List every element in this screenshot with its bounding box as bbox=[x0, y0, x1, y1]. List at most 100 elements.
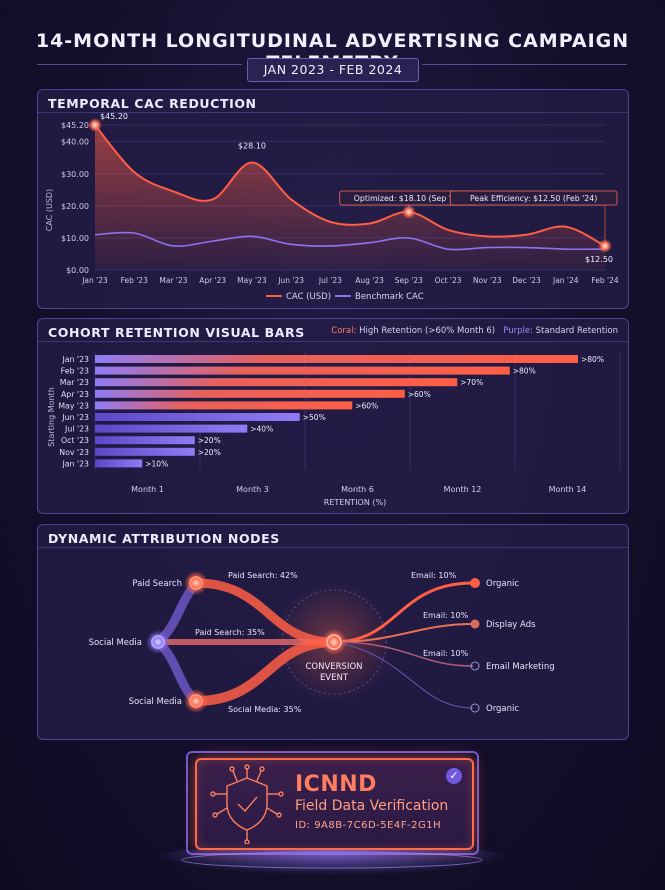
cac-point-label: $12.50 bbox=[585, 255, 613, 264]
node-conversion bbox=[321, 629, 347, 655]
source-label-paid-search: Paid Search bbox=[132, 579, 182, 589]
node-paid-search-ring bbox=[189, 576, 203, 590]
source-label-social-media-low: Social Media bbox=[129, 697, 182, 707]
cohort-row-label: Jan '23 bbox=[61, 459, 89, 468]
cohort-row-label: Mar '23 bbox=[60, 378, 89, 387]
cac-highlight-point bbox=[88, 118, 102, 132]
verification-id: ID: 9A8B-7C6D-5E4F-2G1H bbox=[295, 820, 442, 831]
cac-x-tick: Apr '23 bbox=[199, 276, 226, 285]
flow-label-display: Email: 10% bbox=[423, 611, 469, 620]
title-divider-right bbox=[422, 64, 627, 65]
cac-y-tick: $45.20 bbox=[61, 121, 89, 130]
cac-x-tick: Jan '24 bbox=[552, 276, 579, 285]
cohort-bar-label: >50% bbox=[303, 413, 326, 422]
cac-highlight-point bbox=[401, 204, 416, 219]
node-display-ads bbox=[470, 619, 480, 629]
cohort-row-label: May '23 bbox=[58, 401, 89, 410]
conversion-label-line1: CONVERSION bbox=[305, 662, 362, 672]
cohort-bar-label: >80% bbox=[581, 355, 604, 364]
cohort-legend-note: Coral: High Retention (>60% Month 6) Pur… bbox=[331, 326, 618, 336]
cohort-bar bbox=[95, 366, 510, 375]
flow-out-organic-2 bbox=[333, 641, 474, 709]
cac-x-tick: Dec '23 bbox=[512, 276, 541, 285]
cohort-bar-label: >10% bbox=[145, 459, 168, 468]
cac-chart: $0.00 $10.00 $20.00 $30.00 $40.00 $45.20 Jan '… bbox=[45, 112, 619, 302]
cac-point-label: $45.20 bbox=[100, 112, 128, 121]
flow-social-media-low bbox=[195, 637, 335, 706]
cohort-x-tick: Month 14 bbox=[549, 485, 587, 494]
cohort-x-axis-label: RETENTION (%) bbox=[324, 498, 386, 507]
verification-title: ICNND bbox=[295, 772, 377, 797]
legend-label-cac: CAC (USD) bbox=[286, 292, 331, 302]
cohort-bar-label: >70% bbox=[460, 378, 483, 387]
cac-chart-title: TEMPORAL CAC REDUCTION bbox=[48, 96, 257, 111]
panel-header-divider bbox=[38, 547, 628, 548]
cohort-title: COHORT RETENTION VISUAL BARS bbox=[48, 325, 305, 340]
node-social-media-low-ring bbox=[189, 694, 203, 708]
cohort-bar bbox=[95, 413, 300, 421]
cohort-y-axis-label: Starting Month bbox=[47, 387, 56, 447]
cac-x-tick: May '23 bbox=[237, 276, 267, 285]
cac-area bbox=[95, 125, 605, 270]
glow-platform bbox=[152, 850, 512, 884]
cohort-bar bbox=[95, 378, 458, 387]
conversion-label-line2: EVENT bbox=[320, 673, 349, 683]
flow-out-display bbox=[333, 623, 474, 643]
cohort-bar-label: >60% bbox=[355, 401, 378, 410]
benchmark-line bbox=[94, 231, 606, 251]
legend-coral-key: Coral: bbox=[331, 326, 357, 336]
cohort-bar-label: >40% bbox=[250, 425, 273, 434]
node-email-marketing bbox=[470, 661, 480, 671]
cac-y-tick: $40.00 bbox=[61, 138, 89, 147]
legend-label-benchmark: Benchmark CAC bbox=[355, 292, 424, 302]
cac-y-tick: $0.00 bbox=[66, 266, 89, 275]
node-organic bbox=[470, 578, 480, 588]
flow-out-organic bbox=[333, 581, 474, 644]
panel-header-divider bbox=[38, 341, 628, 342]
flow-label-organic: Email: 10% bbox=[411, 571, 457, 580]
cac-y-tick: $20.00 bbox=[61, 202, 89, 211]
node-paid-search bbox=[184, 571, 208, 595]
cac-legend: CAC (USD) Benchmark CAC bbox=[266, 292, 424, 302]
output-label-display-ads: Display Ads bbox=[486, 620, 536, 630]
cohort-x-tick: Month 1 bbox=[131, 485, 164, 494]
cac-x-tick: Nov '23 bbox=[473, 276, 502, 285]
cac-callout-label: Optimized: $18.10 (Sep '23) bbox=[354, 194, 464, 203]
flow-label-paid-search: Paid Search: 42% bbox=[228, 571, 298, 580]
cohort-bar bbox=[95, 401, 353, 410]
flow-label-social-low: Social Media: 35% bbox=[228, 705, 302, 714]
legend-purple-desc: Standard Retention bbox=[532, 326, 618, 336]
cohort-row-label: Oct '23 bbox=[61, 436, 89, 445]
flow-out-email bbox=[333, 641, 474, 667]
cohort-row-label: Apr '23 bbox=[61, 390, 89, 399]
cac-line bbox=[94, 124, 606, 247]
cohort-row-label: Jan '23 bbox=[61, 355, 89, 364]
cac-chart-panel: TEMPORAL CAC REDUCTION $0.00 $10.00 $20.00… bbox=[37, 89, 629, 309]
cac-callout-label: Peak Efficiency: $12.50 (Feb '24) bbox=[470, 194, 597, 203]
cohort-bar bbox=[95, 447, 195, 456]
node-social-media-mid-ring bbox=[151, 635, 165, 649]
cohort-bar-label: >20% bbox=[198, 448, 221, 457]
cohort-bar-label: >60% bbox=[408, 390, 431, 399]
cac-y-tick: $30.00 bbox=[61, 170, 89, 179]
cohort-row-label: Jun '23 bbox=[61, 413, 89, 422]
cac-x-tick: Mar '23 bbox=[159, 276, 187, 285]
verification-subtitle: Field Data Verification bbox=[295, 798, 449, 814]
cohort-row-label: Feb '23 bbox=[61, 367, 89, 376]
output-label-organic-2: Organic bbox=[486, 704, 519, 714]
source-label-social-media-mid: Social Media bbox=[89, 638, 142, 648]
cac-callout-box bbox=[449, 190, 618, 206]
legend-purple-key: Purple: bbox=[503, 326, 533, 336]
cac-x-tick: Feb '23 bbox=[121, 276, 148, 285]
cohort-x-tick: Month 6 bbox=[341, 485, 374, 494]
cohort-bar bbox=[95, 424, 248, 433]
flow-label-social-mid: Paid Search: 35% bbox=[195, 628, 265, 637]
cac-y-tick: $10.00 bbox=[61, 234, 89, 243]
cohort-bar-label: >20% bbox=[198, 436, 221, 445]
cohort-x-tick: Month 3 bbox=[236, 485, 269, 494]
cac-highlight-point bbox=[598, 238, 612, 253]
legend-coral-desc: High Retention (>60% Month 6) bbox=[356, 326, 496, 336]
node-organic-2 bbox=[470, 703, 480, 713]
output-label-email-marketing: Email Marketing bbox=[486, 662, 555, 672]
cohort-chart: Month 1 Month 3 Month 6 Month 12 Month 14 Ja… bbox=[47, 352, 621, 507]
